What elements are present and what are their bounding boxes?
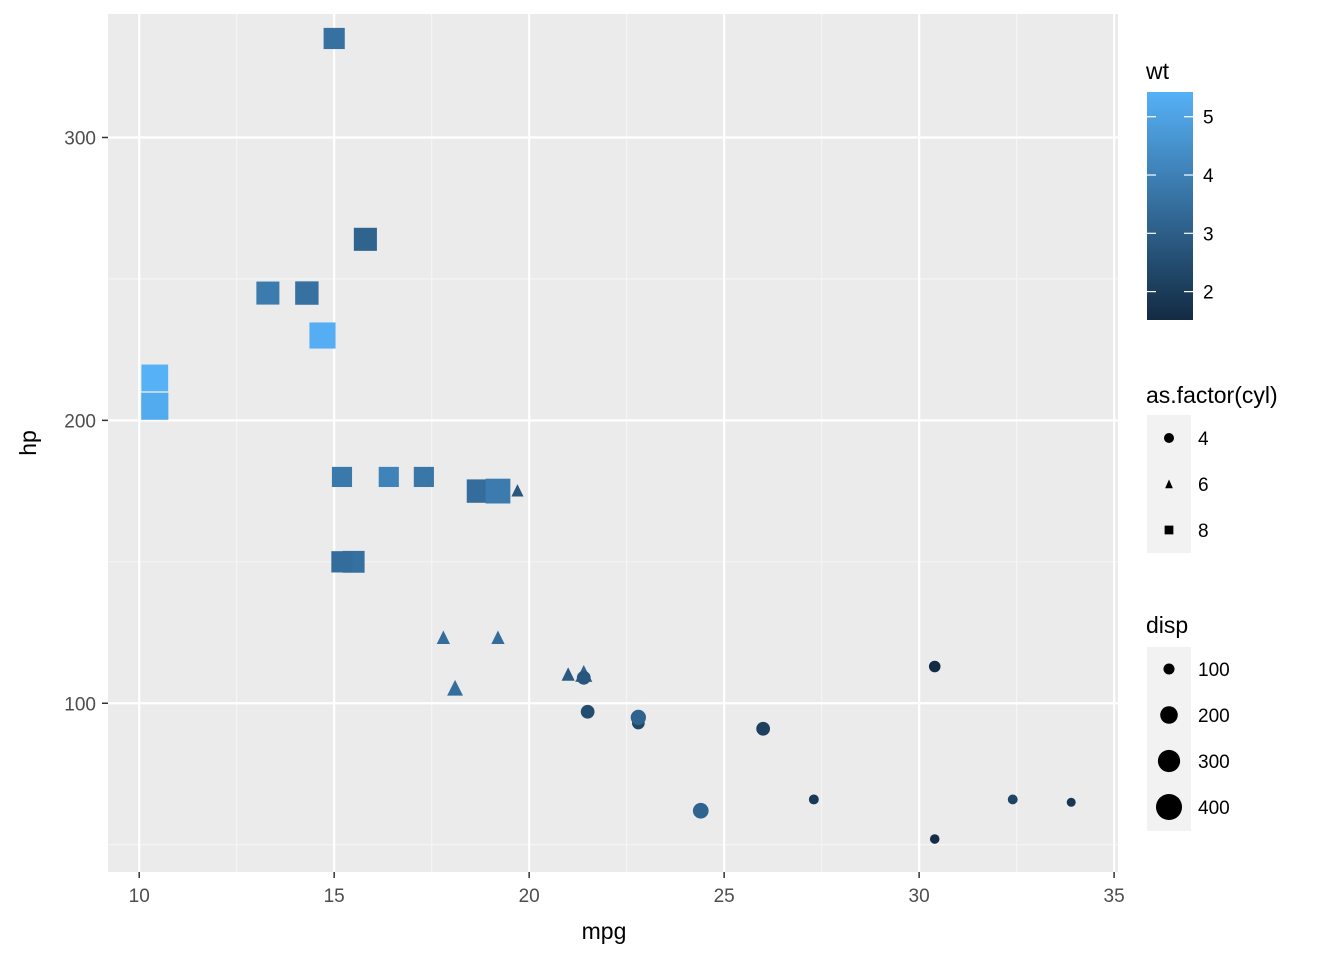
data-point <box>929 834 940 844</box>
x-tick-label: 10 <box>129 886 150 907</box>
data-point <box>141 364 169 392</box>
legend-disp-key <box>1160 706 1178 724</box>
legend-disp-title: disp <box>1146 612 1188 638</box>
x-tick-label: 35 <box>1104 886 1125 907</box>
legend-wt-label: 5 <box>1203 108 1214 129</box>
data-point <box>692 802 709 819</box>
legend-cyl-key <box>1164 525 1174 535</box>
data-point <box>808 794 819 805</box>
y-tick-label: 300 <box>64 128 96 149</box>
data-point <box>141 392 169 420</box>
legend-cyl-label: 8 <box>1198 521 1209 542</box>
legend-disp-label: 300 <box>1198 752 1230 773</box>
data-point <box>485 478 511 504</box>
data-point <box>491 630 505 644</box>
legend-cyl-key <box>1165 479 1173 489</box>
legend-disp: disp 100 200 300 400 <box>1146 612 1230 831</box>
data-point <box>511 484 524 497</box>
data-point <box>323 27 345 50</box>
data-point <box>309 322 336 349</box>
legend-wt-label: 3 <box>1203 224 1214 245</box>
legend-cyl-label: 6 <box>1198 475 1209 496</box>
y-axis-title: hp <box>15 430 41 456</box>
y-axis: 100 200 300 <box>64 128 108 715</box>
data-point <box>1066 797 1076 807</box>
legend-disp-label: 400 <box>1198 798 1230 819</box>
y-tick-label: 100 <box>64 694 96 715</box>
legend-disp-label: 200 <box>1198 706 1230 727</box>
x-tick-label: 15 <box>324 886 345 907</box>
legend-wt-title: wt <box>1145 58 1170 84</box>
legend-wt-label: 2 <box>1203 283 1214 304</box>
x-tick-label: 30 <box>909 886 930 907</box>
data-point <box>576 670 591 685</box>
data-point <box>295 281 319 305</box>
data-point <box>561 667 575 681</box>
legend-cyl-label: 4 <box>1198 429 1209 450</box>
plot-panel <box>108 14 1118 872</box>
data-point <box>447 679 463 696</box>
data-point <box>466 479 491 503</box>
data-point <box>928 660 941 673</box>
legend-wt-colorbar <box>1147 92 1193 320</box>
data-point <box>630 709 646 726</box>
y-tick-label: 200 <box>64 411 96 432</box>
legend-disp-key <box>1157 749 1181 773</box>
data-point <box>580 704 595 719</box>
legend-disp-keys: 100 200 300 400 <box>1155 660 1230 821</box>
data-point <box>378 466 399 488</box>
legend-cyl: as.factor(cyl) 4 6 8 <box>1146 382 1278 553</box>
x-axis-title: mpg <box>582 918 627 944</box>
legend-wt-label: 4 <box>1203 166 1214 187</box>
data-points <box>141 27 1076 844</box>
legend-cyl-key <box>1164 433 1174 443</box>
minor-gridlines <box>108 14 1118 872</box>
x-axis: 10 15 20 25 30 35 <box>129 872 1125 907</box>
legend-wt-ticks: 5 4 3 2 <box>1147 108 1214 304</box>
data-point <box>331 466 353 488</box>
data-point <box>436 630 450 644</box>
x-tick-label: 20 <box>519 886 540 907</box>
legend-disp-key <box>1163 663 1175 675</box>
major-gridlines <box>108 14 1118 872</box>
data-point <box>256 281 280 305</box>
legend-wt: wt 5 4 3 2 <box>1145 58 1214 320</box>
legend-cyl-keys: 4 6 8 <box>1164 429 1209 542</box>
data-point <box>1007 794 1018 805</box>
data-point <box>413 466 434 488</box>
legend-disp-key <box>1155 793 1183 821</box>
data-point <box>353 227 377 251</box>
legend-disp-label: 100 <box>1198 660 1230 681</box>
x-tick-label: 25 <box>714 886 735 907</box>
data-point <box>756 721 771 736</box>
data-point <box>331 551 353 573</box>
legend-cyl-title: as.factor(cyl) <box>1146 382 1278 408</box>
